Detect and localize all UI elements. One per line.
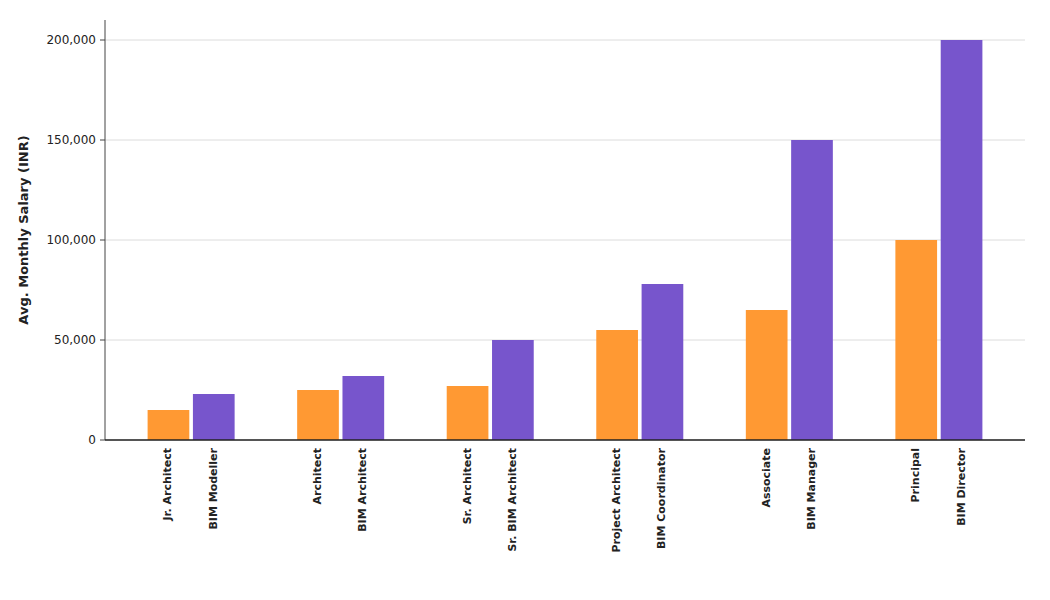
bar	[596, 330, 638, 440]
y-tick	[100, 240, 105, 241]
bar	[492, 340, 534, 440]
grid-line	[105, 340, 1025, 341]
x-tick-label: BIM Director	[955, 447, 968, 525]
bar	[193, 394, 235, 440]
bar	[746, 310, 788, 440]
y-tick	[100, 440, 105, 441]
bar	[297, 390, 339, 440]
x-tick-label: BIM Coordinator	[655, 447, 668, 549]
bar	[941, 40, 983, 440]
x-tick-label: Sr. Architect	[461, 448, 474, 524]
y-axis: 0 50,000 100,000 150,000 200,000	[46, 20, 105, 447]
grid-line	[105, 40, 1025, 41]
y-tick	[100, 40, 105, 41]
x-tick-label: BIM Architect	[356, 448, 369, 532]
chart: 0 50,000 100,000 150,000 200,000 Jr. Architec…	[0, 0, 1050, 600]
bar	[148, 410, 190, 440]
x-axis: Jr. Architect BIM Modeller Architect BIM Ar…	[105, 440, 1025, 552]
y-axis-label: Avg. Monthly Salary (INR)	[16, 135, 31, 324]
y-axis-line	[105, 20, 106, 440]
grid	[105, 40, 1025, 440]
y-tick	[100, 340, 105, 341]
x-tick-label: Jr. Architect	[161, 448, 174, 522]
y-tick-label: 0	[88, 433, 96, 447]
x-tick-label: Associate	[760, 448, 773, 508]
grid-line	[105, 140, 1025, 141]
y-tick-label: 100,000	[46, 233, 96, 247]
bar	[791, 140, 833, 440]
bar	[447, 386, 489, 440]
x-axis-line	[105, 439, 1025, 441]
y-tick-label: 200,000	[46, 33, 96, 47]
x-tick-label: BIM Manager	[805, 447, 818, 529]
x-tick-label: Sr. BIM Architect	[506, 448, 519, 552]
bar	[342, 376, 384, 440]
x-tick-label: Project Architect	[610, 448, 623, 552]
x-tick-label: Architect	[311, 448, 324, 505]
bars	[148, 40, 983, 440]
grid-line	[105, 440, 1025, 441]
x-tick-label: BIM Modeller	[207, 447, 220, 529]
y-tick-label: 150,000	[46, 133, 96, 147]
grid-line	[105, 240, 1025, 241]
chart-container: 0 50,000 100,000 150,000 200,000 Jr. Architec…	[0, 0, 1050, 600]
x-tick-label: Principal	[909, 448, 922, 502]
bar	[642, 284, 684, 440]
y-tick-label: 50,000	[54, 333, 96, 347]
y-tick	[100, 140, 105, 141]
bar	[895, 240, 937, 440]
